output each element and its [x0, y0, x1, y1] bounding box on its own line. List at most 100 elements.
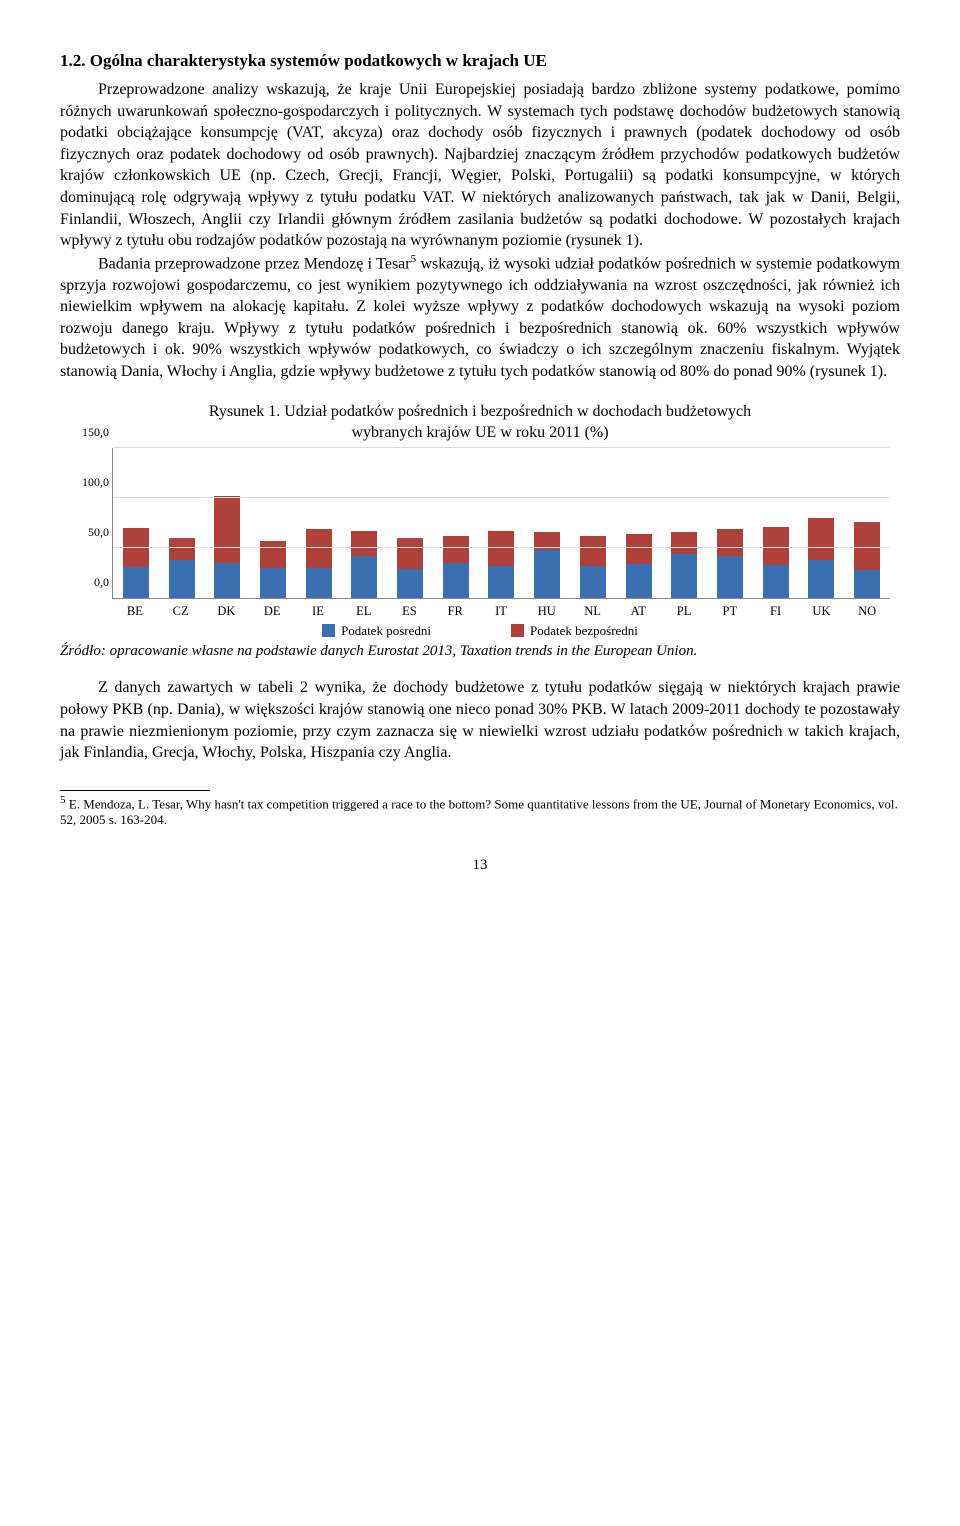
paragraph-2: Badania przeprowadzone przez Mendozę i T…: [60, 252, 900, 383]
bar-AT: [626, 534, 652, 598]
bar-segment-bezposredni: [671, 532, 697, 554]
x-tick-label: CZ: [158, 603, 204, 620]
bar-segment-posredni: [123, 567, 149, 598]
bar-EL: [351, 531, 377, 598]
bar-segment-posredni: [397, 569, 423, 598]
x-axis-labels: BECZDKDEIEELESFRITHUNLATPLPTFIUKNO: [112, 603, 890, 620]
page-number: 13: [60, 855, 900, 875]
bar-segment-posredni: [763, 565, 789, 598]
bar-slot: [433, 448, 479, 598]
x-tick-label: FR: [432, 603, 478, 620]
bar-segment-posredni: [534, 550, 560, 598]
bar-FI: [763, 527, 789, 598]
bar-segment-posredni: [169, 560, 195, 598]
bar-BE: [123, 528, 149, 598]
x-tick-label: FI: [753, 603, 799, 620]
footnote-text: E. Mendoza, L. Tesar, Why hasn't tax com…: [60, 796, 898, 827]
bar-UK: [808, 518, 834, 598]
bar-segment-posredni: [717, 556, 743, 598]
caption-line-1: Rysunek 1. Udział podatków pośrednich i …: [209, 403, 751, 420]
x-tick-label: AT: [615, 603, 661, 620]
bar-PL: [671, 532, 697, 598]
x-tick-label: IT: [478, 603, 524, 620]
bar-segment-posredni: [214, 563, 240, 598]
footnote-separator: [60, 790, 210, 791]
bar-segment-posredni: [488, 566, 514, 598]
bar-segment-bezposredni: [717, 529, 743, 556]
stacked-bar-chart: 0,050,0100,0150,0 BECZDKDEIEELESFRITHUNL…: [70, 448, 890, 639]
legend-swatch-a: [322, 624, 335, 637]
bar-slot: [707, 448, 753, 598]
bar-slot: [661, 448, 707, 598]
bar-slot: [113, 448, 159, 598]
bar-segment-bezposredni: [351, 531, 377, 556]
y-tick-label: 150,0: [71, 423, 109, 439]
bar-segment-bezposredni: [580, 536, 606, 566]
bar-segment-bezposredni: [626, 534, 652, 564]
y-tick-label: 100,0: [71, 473, 109, 489]
paragraph-1: Przeprowadzone analizy wskazują, że kraj…: [60, 79, 900, 252]
x-tick-label: ES: [387, 603, 433, 620]
legend-label-b: Podatek bezpośredni: [530, 622, 638, 640]
bar-segment-posredni: [671, 554, 697, 598]
y-tick-label: 0,0: [71, 573, 109, 589]
bars-row: [113, 448, 890, 598]
y-gridline: [113, 547, 890, 548]
x-tick-label: EL: [341, 603, 387, 620]
bar-segment-bezposredni: [306, 529, 332, 568]
bar-slot: [387, 448, 433, 598]
bar-segment-posredni: [626, 564, 652, 598]
bar-segment-bezposredni: [854, 522, 880, 570]
x-tick-label: NO: [844, 603, 890, 620]
bar-segment-bezposredni: [260, 541, 286, 568]
bar-IE: [306, 529, 332, 598]
para2-part-b: wskazują, iż wysoki udział podatków pośr…: [60, 255, 900, 380]
bar-segment-bezposredni: [808, 518, 834, 560]
y-gridline: [113, 497, 890, 498]
y-tick-label: 50,0: [71, 523, 109, 539]
bar-DE: [260, 541, 286, 598]
para2-part-a: Badania przeprowadzone przez Mendozę i T…: [98, 255, 411, 272]
section-heading: 1.2. Ogólna charakterystyka systemów pod…: [60, 50, 900, 73]
bar-slot: [753, 448, 799, 598]
bar-slot: [844, 448, 890, 598]
bar-segment-bezposredni: [214, 496, 240, 563]
bar-segment-posredni: [443, 563, 469, 598]
bar-slot: [524, 448, 570, 598]
bar-slot: [296, 448, 342, 598]
bar-segment-posredni: [351, 556, 377, 598]
bar-slot: [250, 448, 296, 598]
bar-HU: [534, 532, 560, 598]
x-tick-label: DK: [204, 603, 250, 620]
legend-label-a: Podatek posredni: [341, 622, 431, 640]
legend-item-posredni: Podatek posredni: [322, 622, 431, 640]
figure-caption: Rysunek 1. Udział podatków pośrednich i …: [60, 401, 900, 444]
figure-source: Źródło: opracowanie własne na podstawie …: [60, 641, 900, 661]
bar-slot: [799, 448, 845, 598]
bar-segment-posredni: [854, 570, 880, 598]
paragraph-3: Z danych zawartych w tabeli 2 wynika, że…: [60, 677, 900, 763]
bar-IT: [488, 531, 514, 598]
bar-segment-bezposredni: [443, 536, 469, 563]
bar-PT: [717, 529, 743, 598]
bar-segment-bezposredni: [763, 527, 789, 565]
x-tick-label: PL: [661, 603, 707, 620]
bar-FR: [443, 536, 469, 598]
x-tick-label: PT: [707, 603, 753, 620]
caption-line-2: wybranych krajów UE w roku 2011 (%): [351, 424, 608, 441]
bar-segment-bezposredni: [488, 531, 514, 566]
x-tick-label: NL: [570, 603, 616, 620]
bar-NL: [580, 536, 606, 598]
bar-segment-posredni: [580, 566, 606, 598]
chart-legend: Podatek posredni Podatek bezpośredni: [70, 622, 890, 640]
y-gridline: [113, 447, 890, 448]
x-tick-label: IE: [295, 603, 341, 620]
bar-segment-posredni: [306, 568, 332, 598]
x-tick-label: BE: [112, 603, 158, 620]
chart-plot-area: 0,050,0100,0150,0: [112, 448, 890, 599]
bar-segment-bezposredni: [169, 538, 195, 560]
bar-NO: [854, 522, 880, 598]
bar-slot: [570, 448, 616, 598]
x-tick-label: DE: [249, 603, 295, 620]
bar-segment-posredni: [808, 560, 834, 598]
